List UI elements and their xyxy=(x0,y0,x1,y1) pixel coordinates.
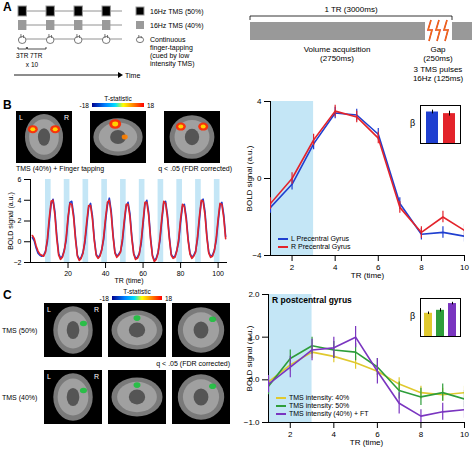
svg-text:10: 10 xyxy=(460,263,469,272)
svg-text:40: 40 xyxy=(102,270,110,277)
html-text:TMS intensity (40%) + FT: TMS intensity (40%) + FT xyxy=(289,410,369,417)
svg-text:4: 4 xyxy=(332,430,337,439)
svg-text:TMS (40%) + Finger tapping: TMS (40%) + Finger tapping xyxy=(16,165,104,173)
svg-text:BOLD signal (a.u.): BOLD signal (a.u.) xyxy=(7,192,15,250)
svg-text:R: R xyxy=(64,114,69,121)
svg-text:2.0: 2.0 xyxy=(248,290,260,299)
svg-text:4: 4 xyxy=(333,263,338,272)
svg-text:7TR: 7TR xyxy=(30,52,43,59)
svg-text:q < .05 (FDR corrected): q < .05 (FDR corrected) xyxy=(156,360,230,368)
svg-text:18: 18 xyxy=(165,295,173,302)
svg-text:1 TR (3000ms): 1 TR (3000ms) xyxy=(324,5,378,14)
svg-text:q < .05 (FDR corrected): q < .05 (FDR corrected) xyxy=(158,165,232,173)
html-text:β: β xyxy=(410,311,416,321)
svg-text:−2: −2 xyxy=(14,259,22,266)
svg-text:18: 18 xyxy=(147,102,155,109)
svg-text:10: 10 xyxy=(460,430,469,439)
svg-text:T-statistic: T-statistic xyxy=(104,95,132,102)
html-text:L Precentral Gyrus: L Precentral Gyrus xyxy=(291,235,350,242)
svg-text:T-statistic: T-statistic xyxy=(123,288,151,295)
svg-text:intensity TMS): intensity TMS) xyxy=(150,60,195,68)
svg-text:0.0: 0.0 xyxy=(248,375,260,385)
svg-text:3TR: 3TR xyxy=(16,52,29,59)
svg-text:Continuous: Continuous xyxy=(150,36,186,43)
svg-text:B: B xyxy=(3,98,12,112)
svg-text:Time: Time xyxy=(125,72,140,79)
svg-text:BOLD signal (a.u.): BOLD signal (a.u.) xyxy=(245,325,254,391)
svg-text:C: C xyxy=(3,288,12,302)
svg-text:0: 0 xyxy=(257,174,262,183)
svg-text:6: 6 xyxy=(375,430,380,440)
svg-text:20: 20 xyxy=(64,270,72,277)
svg-text:100: 100 xyxy=(212,270,224,277)
svg-text:TMS (40%): TMS (40%) xyxy=(2,394,37,402)
svg-text:Volume acquisition: Volume acquisition xyxy=(304,45,371,54)
svg-text:2: 2 xyxy=(288,430,293,439)
svg-text:(cued by low: (cued by low xyxy=(150,52,190,60)
svg-text:L: L xyxy=(47,373,51,380)
html-text:R postcentral gyrus: R postcentral gyrus xyxy=(272,295,352,305)
svg-text:L: L xyxy=(19,114,23,121)
svg-text:TMS (50%): TMS (50%) xyxy=(2,327,37,335)
svg-text:60: 60 xyxy=(139,270,147,278)
svg-text:1.0: 1.0 xyxy=(248,332,260,342)
svg-text:TR (time): TR (time) xyxy=(350,438,384,447)
svg-text:−4: −4 xyxy=(252,251,262,260)
html-text:TMS intensity: 50%: TMS intensity: 50% xyxy=(289,402,350,409)
svg-text:L: L xyxy=(47,306,51,313)
svg-text:R: R xyxy=(94,373,99,380)
svg-text:6: 6 xyxy=(376,263,381,273)
svg-text:A: A xyxy=(3,0,12,14)
svg-text:8: 8 xyxy=(419,263,424,272)
svg-text:16Hz TMS (40%): 16Hz TMS (40%) xyxy=(150,22,204,30)
svg-text:x 10: x 10 xyxy=(26,61,39,68)
svg-text:BOLD signal (a.u.): BOLD signal (a.u.) xyxy=(245,145,254,211)
svg-text:6: 6 xyxy=(18,176,22,183)
svg-text:3 TMS pulses: 3 TMS pulses xyxy=(414,65,463,74)
svg-text:0: 0 xyxy=(18,238,22,245)
svg-text:16Hz (125ms): 16Hz (125ms) xyxy=(413,74,464,83)
svg-text:2: 2 xyxy=(290,263,295,272)
svg-text:-18: -18 xyxy=(100,295,110,302)
svg-text:80: 80 xyxy=(177,270,185,277)
svg-text:TR (time): TR (time) xyxy=(114,277,143,285)
svg-text:16Hz TMS (50%): 16Hz TMS (50%) xyxy=(150,8,204,16)
svg-text:TR (time): TR (time) xyxy=(351,271,385,280)
svg-text:−1.0: −1.0 xyxy=(244,418,260,427)
html-text:R Precentral Gyrus: R Precentral Gyrus xyxy=(291,243,351,250)
svg-text:4: 4 xyxy=(18,196,22,203)
svg-text:(2750ms): (2750ms) xyxy=(320,54,354,63)
svg-text:-18: -18 xyxy=(80,102,90,109)
svg-text:2: 2 xyxy=(18,217,22,224)
svg-text:8: 8 xyxy=(419,430,424,439)
svg-text:Gap: Gap xyxy=(430,45,446,54)
html-text:TMS intensity: 40%: TMS intensity: 40% xyxy=(289,394,350,401)
svg-text:R: R xyxy=(94,306,99,313)
html-text:β: β xyxy=(410,118,416,128)
svg-text:finger-tapping: finger-tapping xyxy=(150,44,193,52)
svg-text:4: 4 xyxy=(257,97,262,106)
svg-text:(250ms): (250ms) xyxy=(423,54,453,63)
